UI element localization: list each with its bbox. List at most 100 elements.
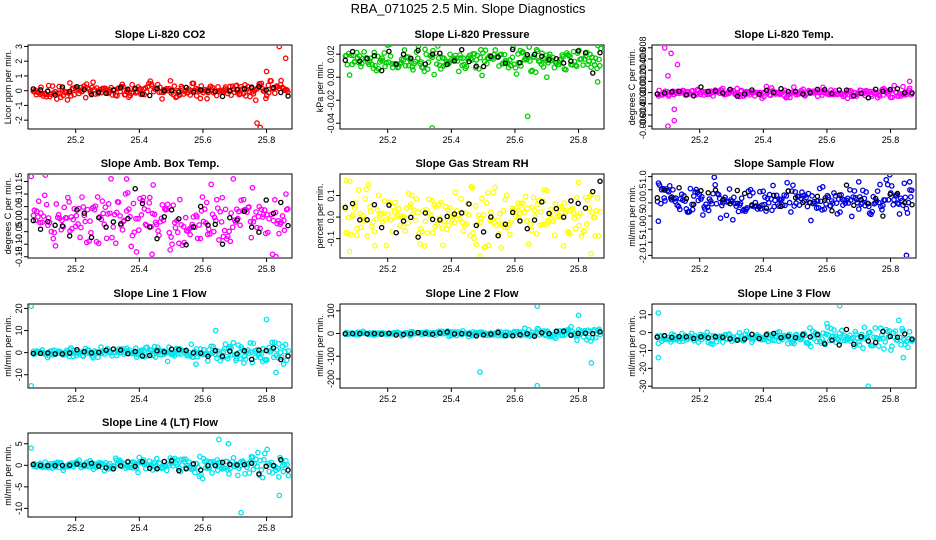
outlier-point	[836, 305, 843, 309]
data-point	[574, 194, 580, 201]
reference-point	[851, 93, 857, 99]
data-point	[218, 218, 225, 225]
reference-point	[712, 88, 719, 94]
reference-point	[52, 351, 58, 357]
data-point	[281, 348, 288, 355]
data-point	[230, 454, 237, 461]
reference-point	[785, 88, 792, 95]
reference-point	[132, 463, 138, 470]
reference-point	[749, 87, 755, 93]
data-point	[203, 199, 210, 206]
data-point	[891, 82, 898, 89]
reference-point	[139, 458, 146, 465]
reference-point	[103, 347, 109, 353]
data-point	[825, 194, 832, 201]
data-point	[494, 217, 501, 223]
outlier-point	[903, 252, 910, 257]
data-point	[821, 206, 828, 212]
reference-point	[96, 89, 102, 96]
data-point	[82, 94, 89, 101]
data-point	[424, 66, 431, 72]
data-point	[792, 189, 799, 195]
data-point	[410, 67, 416, 73]
y-tick-label: 0	[14, 88, 24, 93]
reference-point	[480, 63, 487, 70]
data-point	[255, 449, 261, 456]
data-point	[282, 341, 289, 348]
data-point	[556, 212, 562, 219]
x-tick-label: 25.4	[443, 394, 461, 404]
reference-point	[539, 53, 545, 59]
reference-point	[509, 209, 516, 216]
reference-point	[814, 193, 821, 200]
data-point	[469, 185, 476, 191]
x-tick-label: 25.8	[258, 135, 276, 145]
data-point	[208, 181, 215, 188]
data-point	[743, 328, 750, 335]
data-point	[253, 209, 259, 215]
data-point	[237, 222, 244, 229]
reference-point	[473, 63, 480, 69]
reference-point	[778, 85, 784, 92]
y-axis-label: degrees C per min.	[627, 49, 637, 126]
reference-point	[66, 350, 73, 356]
data-point	[159, 201, 166, 208]
data-point	[662, 198, 668, 204]
data-point	[140, 194, 147, 201]
data-point	[30, 212, 37, 219]
reference-point	[227, 214, 233, 221]
y-tick-label: 1	[14, 73, 24, 78]
reference-point	[386, 202, 392, 208]
data-point	[356, 53, 363, 59]
data-point	[209, 470, 215, 476]
reference-point	[197, 467, 204, 473]
reference-point	[444, 213, 450, 220]
reference-point	[241, 86, 248, 92]
data-point	[471, 235, 477, 242]
y-tick-label: -100	[326, 347, 336, 365]
outlier-point	[343, 177, 350, 184]
reference-point	[285, 93, 291, 99]
reference-point	[168, 458, 175, 464]
data-point	[855, 206, 862, 212]
x-tick-label: 25.6	[194, 264, 212, 274]
data-point	[894, 200, 901, 206]
x-tick-label: 25.4	[131, 135, 149, 145]
data-point	[513, 205, 520, 211]
outlier-point	[665, 72, 671, 79]
data-point	[676, 206, 683, 213]
reference-point	[851, 202, 857, 209]
data-point	[179, 462, 185, 468]
data-point	[534, 325, 541, 332]
data-point	[357, 224, 364, 231]
reference-point	[858, 90, 864, 97]
reference-point	[74, 207, 80, 213]
reference-point	[132, 85, 138, 92]
data-point	[357, 63, 364, 70]
data-point	[820, 330, 827, 337]
reference-point	[495, 54, 501, 60]
data-point	[584, 61, 591, 68]
data-point	[730, 194, 737, 201]
plot-frame	[339, 44, 605, 130]
data-point	[889, 94, 896, 101]
data-point	[360, 212, 367, 219]
outlier-point	[575, 312, 582, 319]
data-point	[859, 200, 865, 206]
reference-point	[197, 87, 204, 93]
reference-point	[712, 187, 719, 193]
data-point	[240, 196, 247, 203]
data-point	[578, 55, 585, 62]
x-tick-label: 25.2	[67, 523, 85, 533]
data-point	[159, 96, 165, 102]
reference-point	[720, 197, 726, 203]
chart-panel-2: Slope Li-820 Pressure 25.2 25.4 25.6 25.8 -0.…	[315, 29, 605, 145]
data-point	[458, 195, 464, 202]
reference-point	[597, 178, 603, 184]
data-point	[596, 208, 603, 215]
data-point	[167, 77, 174, 84]
reference-point	[458, 330, 465, 337]
data-point	[414, 55, 421, 62]
data-point	[484, 60, 490, 67]
reference-point	[139, 353, 146, 359]
